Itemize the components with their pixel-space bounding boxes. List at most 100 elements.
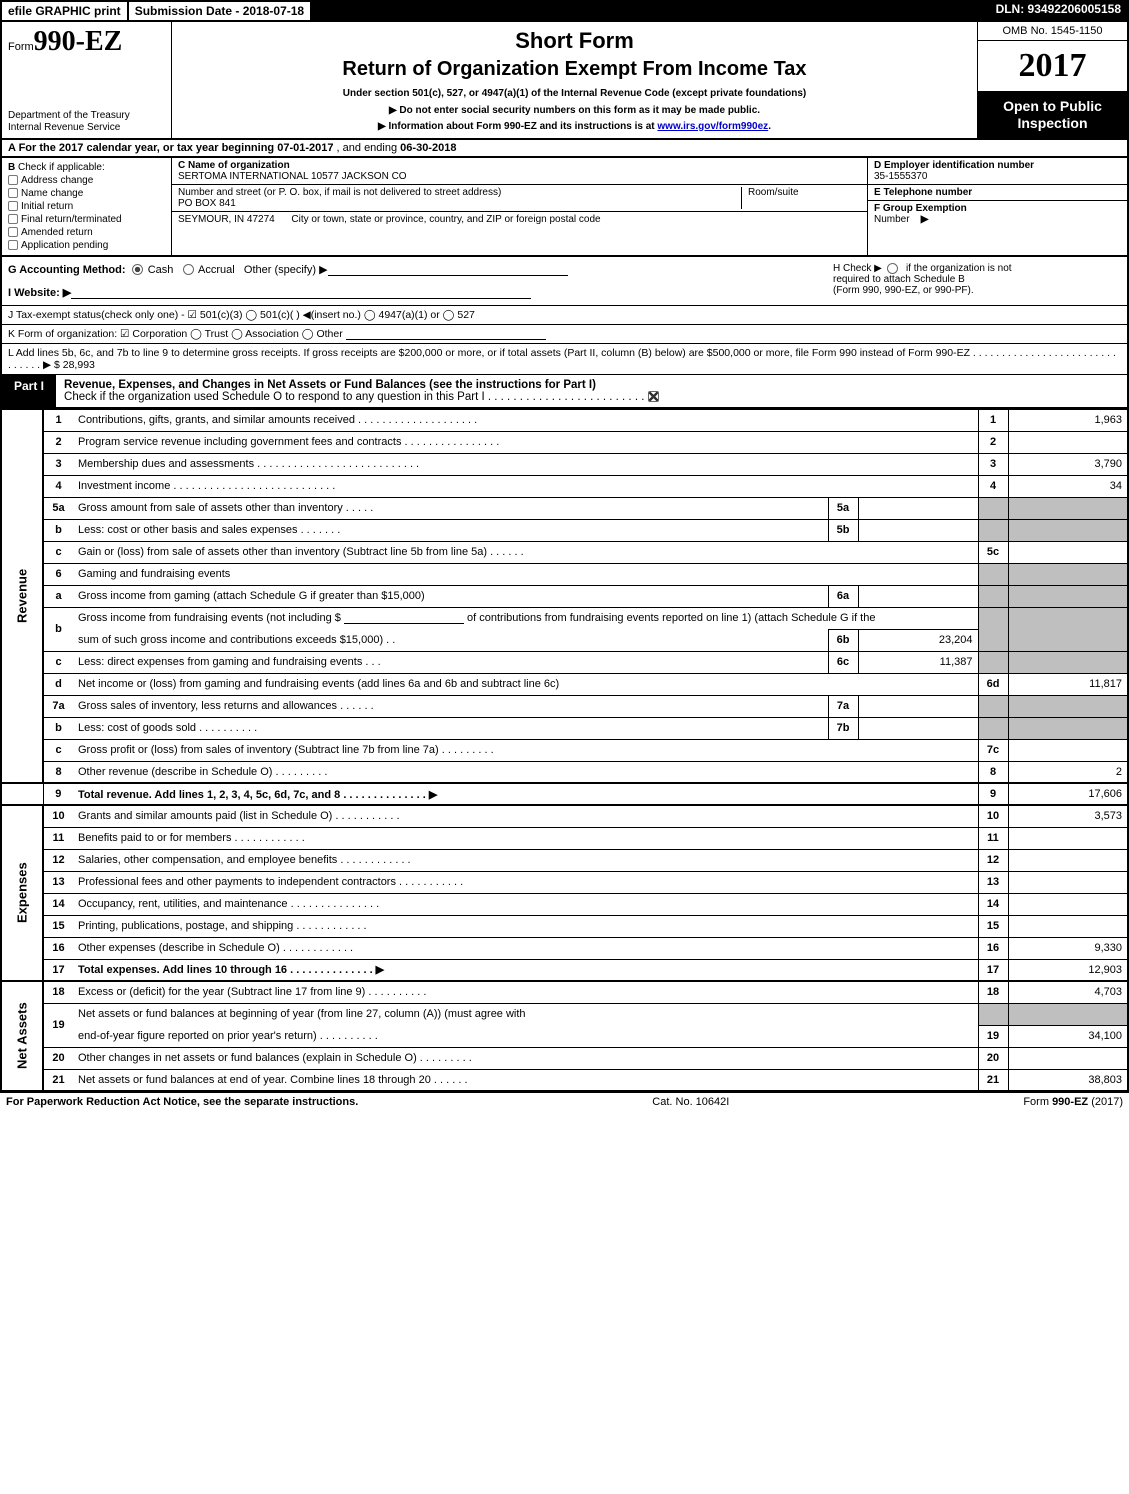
table-row: 12Salaries, other compensation, and empl… xyxy=(1,849,1128,871)
check-if-applicable: Check if applicable: xyxy=(18,162,105,173)
website-input[interactable] xyxy=(71,287,531,299)
addr-label: Number and street (or P. O. box, if mail… xyxy=(178,187,741,198)
table-row: b Gross income from fundraising events (… xyxy=(1,607,1128,629)
table-row: 14Occupancy, rent, utilities, and mainte… xyxy=(1,893,1128,915)
chk-address-change[interactable]: Address change xyxy=(8,175,165,186)
open-to-public: Open to Public Inspection xyxy=(978,92,1127,138)
f-label: F Group Exemption xyxy=(874,203,967,214)
table-row: 3Membership dues and assessments . . . .… xyxy=(1,453,1128,475)
section-l: L Add lines 5b, 6c, and 7b to line 9 to … xyxy=(0,344,1129,375)
schedule-o-checkbox-icon[interactable] xyxy=(648,391,659,402)
org-name-row: C Name of organization SERTOMA INTERNATI… xyxy=(172,158,867,185)
table-row: 20Other changes in net assets or fund ba… xyxy=(1,1047,1128,1069)
g-other: Other (specify) ▶ xyxy=(244,264,328,276)
header-right: OMB No. 1545-1150 2017 Open to Public In… xyxy=(977,22,1127,138)
other-specify-input[interactable] xyxy=(328,264,568,276)
side-revenue: Revenue xyxy=(1,409,43,783)
chk-name-change[interactable]: Name change xyxy=(8,188,165,199)
amt-val: 1,963 xyxy=(1008,409,1128,431)
checkbox-icon xyxy=(8,214,18,224)
checkbox-icon xyxy=(8,175,18,185)
dept-line-2: Internal Revenue Service xyxy=(8,122,165,134)
open-line-1: Open to Public xyxy=(981,98,1124,115)
section-e: E Telephone number xyxy=(868,185,1127,201)
line-desc: Contributions, gifts, grants, and simila… xyxy=(73,409,978,431)
amt-num: 1 xyxy=(978,409,1008,431)
title-short-form: Short Form xyxy=(180,28,969,54)
table-row: 15Printing, publications, postage, and s… xyxy=(1,915,1128,937)
chk-amended-return[interactable]: Amended return xyxy=(8,227,165,238)
table-row: 16Other expenses (describe in Schedule O… xyxy=(1,937,1128,959)
sec-a-mid: , and ending xyxy=(337,142,401,154)
table-row: 11Benefits paid to or for members . . . … xyxy=(1,827,1128,849)
k-other-input[interactable] xyxy=(346,328,546,340)
header-mid: Short Form Return of Organization Exempt… xyxy=(172,22,977,138)
instructions-link[interactable]: www.irs.gov/form990ez xyxy=(657,121,768,132)
chk-application-pending[interactable]: Application pending xyxy=(8,240,165,251)
ein-value: 35-1555370 xyxy=(874,171,927,182)
chk-initial-return[interactable]: Initial return xyxy=(8,201,165,212)
top-bar: efile GRAPHIC print Submission Date - 20… xyxy=(0,0,1129,22)
table-row: bLess: cost of goods sold . . . . . . . … xyxy=(1,717,1128,739)
d-label: D Employer identification number xyxy=(874,160,1034,171)
open-line-2: Inspection xyxy=(981,115,1124,132)
tax-year-begin: 07-01-2017 xyxy=(277,142,333,154)
radio-cash-icon[interactable] xyxy=(132,264,143,275)
h-text2: if the organization is not xyxy=(906,263,1012,274)
table-row: 7aGross sales of inventory, less returns… xyxy=(1,695,1128,717)
form-number: Form990-EZ xyxy=(8,26,165,58)
chk-final-return[interactable]: Final return/terminated xyxy=(8,214,165,225)
table-row: dNet income or (loss) from gaming and fu… xyxy=(1,673,1128,695)
city-value: SEYMOUR, IN 47274 xyxy=(178,214,275,225)
checkbox-icon xyxy=(8,240,18,250)
e-label: E Telephone number xyxy=(874,187,972,198)
h-text3: required to attach Schedule B xyxy=(833,274,965,285)
note-link: ▶ Information about Form 990-EZ and its … xyxy=(180,121,969,132)
section-j: J Tax-exempt status(check only one) - ☑ … xyxy=(0,306,1129,325)
table-row: 19 Net assets or fund balances at beginn… xyxy=(1,1003,1128,1025)
table-row: Expenses 10Grants and similar amounts pa… xyxy=(1,805,1128,827)
section-d: D Employer identification number 35-1555… xyxy=(868,158,1127,185)
footer-left: For Paperwork Reduction Act Notice, see … xyxy=(6,1096,358,1108)
table-row: cGross profit or (loss) from sales of in… xyxy=(1,739,1128,761)
table-row: 5aGross amount from sale of assets other… xyxy=(1,497,1128,519)
part-tag: Part I xyxy=(2,375,56,407)
dept-line-1: Department of the Treasury xyxy=(8,110,165,122)
sec-a-pre: A For the 2017 calendar year, or tax yea… xyxy=(8,142,277,154)
section-c: C Name of organization SERTOMA INTERNATI… xyxy=(172,158,867,255)
note-ssn: ▶ Do not enter social security numbers o… xyxy=(180,105,969,116)
g-accrual: Accrual xyxy=(198,264,235,276)
table-row: 9Total revenue. Add lines 1, 2, 3, 4, 5c… xyxy=(1,783,1128,805)
sec-b-label: B xyxy=(8,162,15,173)
checkbox-icon xyxy=(8,201,18,211)
h-text4: (Form 990, 990-EZ, or 990-PF). xyxy=(833,285,974,296)
form-prefix: Form xyxy=(8,41,34,53)
subtitle: Under section 501(c), 527, or 4947(a)(1)… xyxy=(180,88,969,99)
section-b: B Check if applicable: Address change Na… xyxy=(2,158,172,255)
page-footer: For Paperwork Reduction Act Notice, see … xyxy=(0,1092,1129,1111)
table-row: 2Program service revenue including gover… xyxy=(1,431,1128,453)
section-k: K Form of organization: ☑ Corporation ◯ … xyxy=(0,325,1129,344)
part-title-text: Revenue, Expenses, and Changes in Net As… xyxy=(64,379,596,391)
room-suite: Room/suite xyxy=(741,187,861,209)
arrow-icon: ▶ xyxy=(921,214,929,225)
tax-year-end: 06-30-2018 xyxy=(400,142,456,154)
table-row: 13Professional fees and other payments t… xyxy=(1,871,1128,893)
header-left: Form990-EZ Department of the Treasury In… xyxy=(2,22,172,138)
radio-accrual-icon[interactable] xyxy=(183,264,194,275)
table-row: cLess: direct expenses from gaming and f… xyxy=(1,651,1128,673)
table-row: Net Assets 18Excess or (deficit) for the… xyxy=(1,981,1128,1003)
side-expenses: Expenses xyxy=(1,805,43,981)
city-label: City or town, state or province, country… xyxy=(291,214,600,225)
dln: DLN: 93492206005158 xyxy=(988,0,1129,22)
efile-print-button[interactable]: efile GRAPHIC print xyxy=(0,0,129,22)
part-i-table: Revenue 1 Contributions, gifts, grants, … xyxy=(0,409,1129,1093)
sections-gh: G Accounting Method: Cash Accrual Other … xyxy=(0,257,1129,306)
radio-h-icon[interactable] xyxy=(887,263,898,274)
note-link-pre: ▶ Information about Form 990-EZ and its … xyxy=(378,121,657,132)
fundraising-amount-input[interactable] xyxy=(344,612,464,624)
side-net-assets: Net Assets xyxy=(1,981,43,1091)
table-row: 17Total expenses. Add lines 10 through 1… xyxy=(1,959,1128,981)
org-name: SERTOMA INTERNATIONAL 10577 JACKSON CO xyxy=(178,171,861,182)
tax-year: 2017 xyxy=(978,41,1127,92)
